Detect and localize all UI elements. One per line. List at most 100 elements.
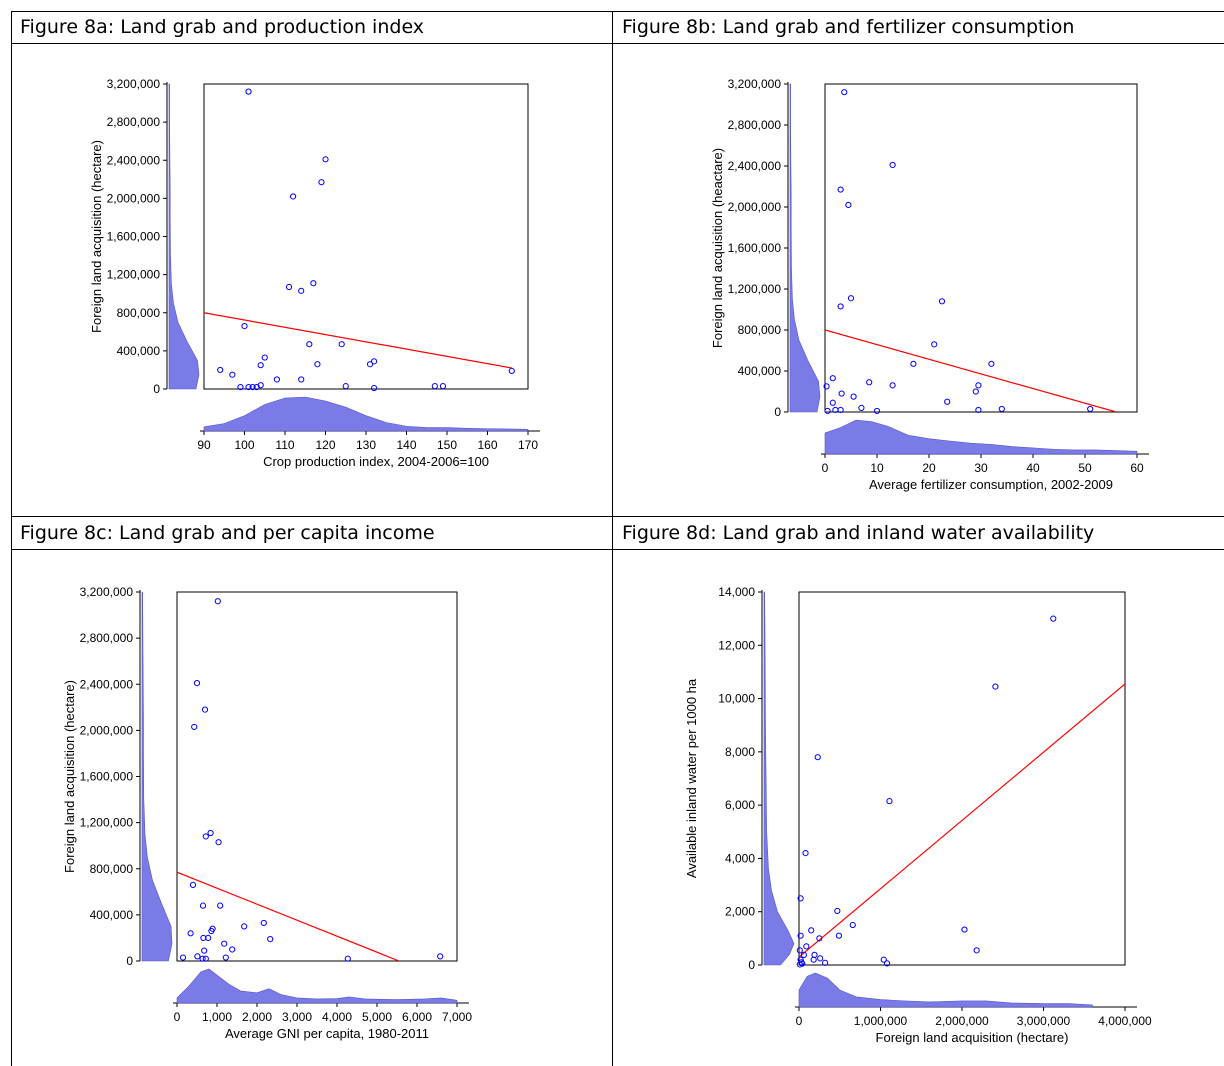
scatter-point — [889, 161, 896, 169]
scatter-point — [187, 930, 194, 937]
scatter-point — [257, 362, 264, 369]
scatter-point — [249, 383, 256, 391]
y-tick-label: 2,400,000 — [107, 153, 161, 167]
scatter-point — [245, 383, 252, 391]
x-tick-label: 0 — [174, 1010, 181, 1024]
x-tick-label: 0 — [822, 461, 829, 475]
scatter-point — [201, 947, 208, 954]
scatter-point — [214, 598, 221, 605]
scatter-point — [260, 919, 267, 927]
scatter-point — [1087, 405, 1094, 413]
x-tick-label: 2,000,000 — [935, 1014, 989, 1028]
scatter-point — [273, 376, 280, 383]
scatter-point — [217, 366, 224, 374]
y-marginal-density — [168, 83, 200, 390]
scatter-point — [988, 360, 995, 367]
x-tick-label: 5,000 — [362, 1010, 392, 1024]
x-tick-label: 4,000,000 — [1098, 1014, 1152, 1028]
y-marginal-density — [763, 591, 795, 966]
scatter-point — [972, 388, 979, 395]
y-tick-label: 0 — [126, 954, 133, 968]
x-tick-label: 130 — [356, 438, 376, 452]
plot-frame — [824, 83, 1138, 413]
y-tick-label: 2,000 — [725, 905, 755, 919]
scatter-point — [371, 358, 378, 365]
fit-line — [177, 871, 400, 961]
scatter-point — [207, 829, 214, 837]
y-tick-label: 2,800,000 — [107, 115, 161, 129]
scatter-point — [221, 940, 228, 947]
scatter-point — [222, 954, 229, 961]
y-tick-label: 4,000 — [725, 851, 755, 865]
scatter-point — [431, 383, 438, 390]
y-tick-label: 1,200,000 — [80, 816, 134, 830]
x-tick-label: 170 — [518, 438, 538, 452]
y-tick-label: 400,000 — [117, 344, 161, 358]
scatter-point — [873, 407, 881, 415]
plot-frame — [203, 83, 529, 390]
scatter-point — [845, 201, 852, 209]
scatter-point — [314, 361, 321, 368]
scatter-point — [866, 379, 873, 386]
x-tick-label: 50 — [1078, 461, 1092, 475]
scatter-point — [889, 382, 896, 389]
scatter-point — [342, 383, 349, 390]
scatter-point — [821, 959, 829, 966]
scatter-point — [344, 955, 351, 962]
scatter-point — [310, 280, 317, 287]
x-tick-label: 10 — [870, 461, 884, 475]
scatter-point — [1050, 615, 1057, 622]
x-axis-label: Average fertilizer consumption, 2002-200… — [869, 477, 1113, 492]
figure-8a-panel: Figure 8a: Land grab and production inde… — [11, 11, 612, 516]
y-tick-label: 1,200,000 — [728, 282, 782, 296]
scatter-point — [797, 895, 804, 902]
y-tick-label: 3,200,000 — [728, 77, 782, 91]
scatter-point — [193, 679, 201, 687]
scatter-point — [975, 406, 982, 414]
scatter-point — [800, 951, 807, 958]
x-marginal-density — [798, 972, 1093, 1008]
y-tick-label: 800,000 — [738, 323, 782, 337]
y-tick-label: 14,000 — [718, 585, 755, 599]
x-axis-label: Average GNI per capita, 1980-2011 — [225, 1026, 429, 1041]
scatter-point — [810, 956, 817, 963]
x-marginal-density — [203, 396, 529, 432]
x-tick-label: 20 — [922, 461, 936, 475]
scatter-point — [191, 723, 198, 731]
scatter-point — [961, 926, 968, 933]
scatter-point — [208, 927, 215, 935]
fit-line — [204, 312, 512, 369]
y-axis-label: Foreign land acquisition (hectare) — [62, 680, 77, 873]
x-marginal-density — [176, 968, 458, 1004]
y-tick-label: 400,000 — [738, 364, 782, 378]
y-tick-label: 3,200,000 — [80, 585, 134, 599]
scatter-point — [829, 375, 836, 382]
figure-8d-chart: 0 2,000 4,000 6,000 8,000 10,000 12,000 14,000 0… — [684, 585, 1152, 1045]
scatter-point — [850, 393, 857, 400]
y-marginal-density — [141, 591, 173, 962]
figure-8b-panel: Figure 8b: Land grab and fertilizer cons… — [613, 11, 1224, 516]
y-marginal-density — [789, 83, 821, 413]
y-tick-label: 800,000 — [117, 306, 161, 320]
scatter-point — [437, 953, 444, 960]
scatter-point — [796, 947, 803, 954]
scatter-point — [858, 404, 865, 411]
scatter-point — [816, 935, 823, 942]
scatter-point — [883, 960, 891, 967]
scatter-point — [217, 902, 224, 909]
scatter-point — [241, 322, 248, 330]
scatter-point — [824, 407, 831, 415]
y-tick-label: 1,200,000 — [107, 268, 161, 282]
y-tick-label: 1,600,000 — [80, 770, 134, 784]
scatter-point — [803, 943, 810, 950]
x-tick-label: 60 — [1130, 461, 1144, 475]
scatter-point — [835, 932, 843, 939]
scatter-point — [338, 341, 345, 348]
scatter-point — [318, 179, 325, 186]
x-axis-label: Foreign land acquisition (hectare) — [876, 1030, 1069, 1045]
scatter-point — [371, 384, 378, 392]
scatter-point — [829, 399, 836, 406]
x-axis-label: Crop production index, 2004-2006=100 — [263, 454, 489, 469]
scatter-point — [508, 367, 515, 374]
scatter-point — [931, 341, 938, 348]
